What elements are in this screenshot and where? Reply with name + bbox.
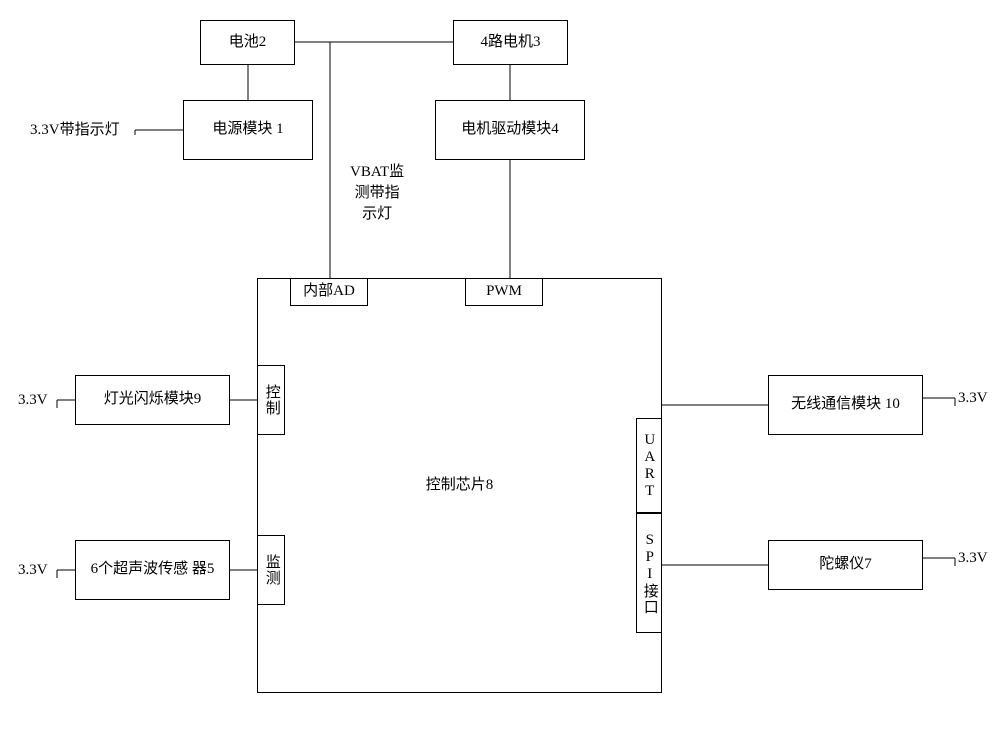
chip-label: 控制芯片8 bbox=[426, 476, 494, 496]
v33-left-top-label: 3.3V bbox=[18, 392, 48, 409]
chip-block: 控制芯片8 bbox=[257, 278, 662, 693]
led-flash-block: 灯光闪烁模块9 bbox=[75, 375, 230, 425]
v33-right-bot-label: 3.3V bbox=[958, 550, 988, 567]
ultrasonic-label: 6个超声波传感 器5 bbox=[91, 560, 215, 580]
power-module-label: 电源模块 1 bbox=[212, 120, 283, 140]
gyro-label: 陀螺仪7 bbox=[819, 555, 872, 575]
mon-port-label: 监测 bbox=[261, 554, 281, 586]
ad-port-block: 内部AD bbox=[290, 278, 368, 306]
pwm-port-block: PWM bbox=[465, 278, 543, 306]
motors-block: 4路电机3 bbox=[453, 20, 568, 65]
led-indicator-label: 3.3V带指示灯 bbox=[30, 118, 120, 139]
pwm-port-label: PWM bbox=[486, 282, 522, 302]
wireless-label: 无线通信模块 10 bbox=[791, 395, 900, 415]
spi-port-block: SPI接口 bbox=[636, 513, 662, 633]
power-module-block: 电源模块 1 bbox=[183, 100, 313, 160]
battery-label: 电池2 bbox=[229, 33, 267, 53]
uart-port-label: UART bbox=[639, 432, 659, 500]
ctrl-port-block: 控制 bbox=[257, 365, 285, 435]
ad-port-label: 内部AD bbox=[303, 282, 355, 302]
gyro-block: 陀螺仪7 bbox=[768, 540, 923, 590]
mon-port-block: 监测 bbox=[257, 535, 285, 605]
v33-right-top-label: 3.3V bbox=[958, 390, 988, 407]
motor-driver-block: 电机驱动模块4 bbox=[435, 100, 585, 160]
uart-port-block: UART bbox=[636, 418, 662, 513]
motors-label: 4路电机3 bbox=[480, 33, 540, 53]
ctrl-port-label: 控制 bbox=[261, 384, 281, 416]
battery-block: 电池2 bbox=[200, 20, 295, 65]
spi-port-label: SPI接口 bbox=[639, 532, 659, 615]
vbat-monitor-label: VBAT监 测带指 示灯 bbox=[350, 160, 404, 223]
motor-driver-label: 电机驱动模块4 bbox=[461, 120, 559, 140]
v33-left-bot-label: 3.3V bbox=[18, 562, 48, 579]
wireless-block: 无线通信模块 10 bbox=[768, 375, 923, 435]
ultrasonic-block: 6个超声波传感 器5 bbox=[75, 540, 230, 600]
led-flash-label: 灯光闪烁模块9 bbox=[104, 390, 202, 410]
